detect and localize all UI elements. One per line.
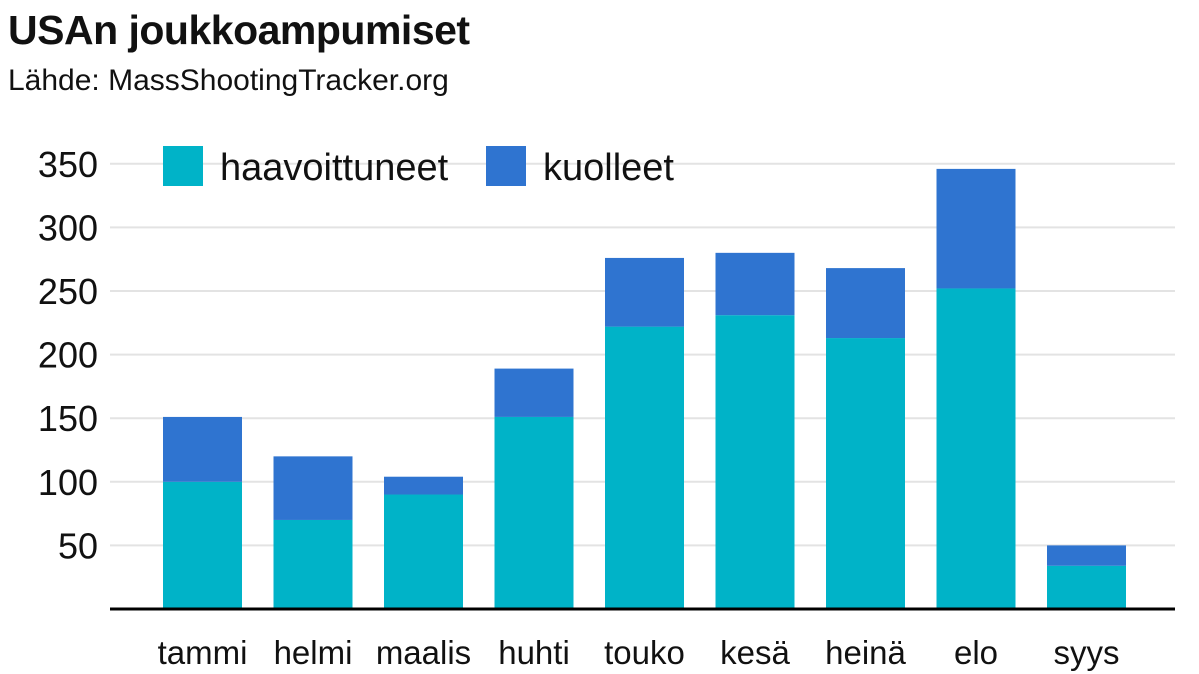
bar-killed-helmi	[273, 456, 353, 520]
y-axis-ticks: 50 100 150 200 250 300 350	[38, 144, 98, 567]
y-tick-label-50: 50	[58, 525, 98, 566]
bar-killed-touko	[605, 257, 684, 327]
x-axis-labels: tammi helmi maalis huhti touko kesä heinä elo sy…	[158, 634, 1120, 671]
bar-killed-elo	[936, 168, 1016, 289]
bar-injured-heinä	[826, 338, 905, 609]
bar-killed-kesä	[715, 252, 795, 316]
x-tick-label-heinä: heinä	[825, 634, 906, 671]
bar-injured-tammi	[163, 481, 242, 609]
x-tick-label-syys: syys	[1054, 634, 1120, 671]
y-tick-label-350: 350	[38, 144, 98, 185]
bar-killed-maalis	[384, 476, 463, 495]
bar-injured-huhti	[494, 416, 574, 609]
bar-injured-elo	[936, 288, 1016, 609]
legend-label-killed: kuolleet	[543, 147, 674, 189]
bar-killed-tammi	[163, 416, 242, 482]
bar-injured-touko	[605, 326, 684, 609]
bar-injured-kesä	[715, 315, 795, 609]
x-tick-label-touko: touko	[604, 634, 685, 671]
x-tick-label-tammi: tammi	[158, 634, 248, 671]
legend-swatch-injured	[163, 146, 203, 186]
y-tick-label-100: 100	[38, 462, 98, 503]
bar-injured-syys	[1047, 565, 1126, 609]
chart-subtitle: Lähde: MassShootingTracker.org	[8, 64, 449, 97]
bar-injured-helmi	[273, 519, 353, 609]
bar-killed-huhti	[494, 368, 574, 417]
x-tick-label-elo: elo	[954, 634, 998, 671]
x-tick-label-helmi: helmi	[274, 634, 353, 671]
bar-injured-maalis	[384, 494, 463, 609]
y-tick-label-250: 250	[38, 271, 98, 312]
legend-swatch-killed	[486, 146, 526, 186]
y-tick-label-300: 300	[38, 207, 98, 248]
x-tick-label-huhti: huhti	[498, 634, 570, 671]
legend-label-injured: haavoittuneet	[220, 147, 449, 189]
y-tick-label-200: 200	[38, 335, 98, 376]
legend: haavoittuneet kuolleet	[163, 146, 674, 189]
x-tick-label-kesä: kesä	[720, 634, 790, 671]
bar-killed-syys	[1047, 545, 1126, 566]
bars-layer	[163, 168, 1126, 609]
x-tick-label-maalis: maalis	[376, 634, 471, 671]
chart-title: USAn joukkoampumiset	[8, 7, 470, 53]
y-tick-label-150: 150	[38, 398, 98, 439]
bar-killed-heinä	[826, 268, 905, 339]
